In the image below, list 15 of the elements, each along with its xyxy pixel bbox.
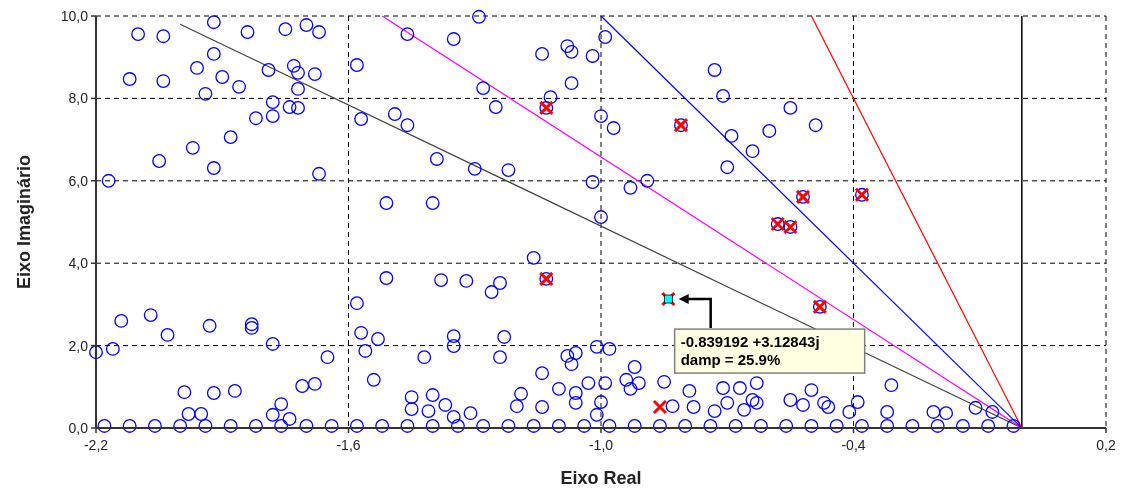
x-tick-label: -1,6 (336, 437, 361, 453)
x-tick-label: -2,2 (83, 437, 109, 453)
x-tick-label: -1,0 (588, 437, 614, 453)
y-tick-label: 8,0 (68, 90, 89, 107)
x-axis-title: Eixo Real (560, 468, 642, 488)
y-tick-label: 0,0 (68, 419, 89, 436)
x-tick-label: -0,4 (841, 437, 866, 453)
y-axis-title: Eixo Imaginário (14, 154, 34, 290)
annotation: -0.839192 +3.12843j damp = 25.9% (680, 333, 820, 369)
y-tick-label: 10,0 (60, 7, 89, 24)
y-tick-label: 4,0 (68, 255, 89, 272)
y-tick-label: 6,0 (68, 172, 89, 189)
y-tick-label: 2,0 (68, 337, 89, 354)
point (652, 399, 668, 415)
x-tick-label: 0,2 (1096, 437, 1116, 453)
